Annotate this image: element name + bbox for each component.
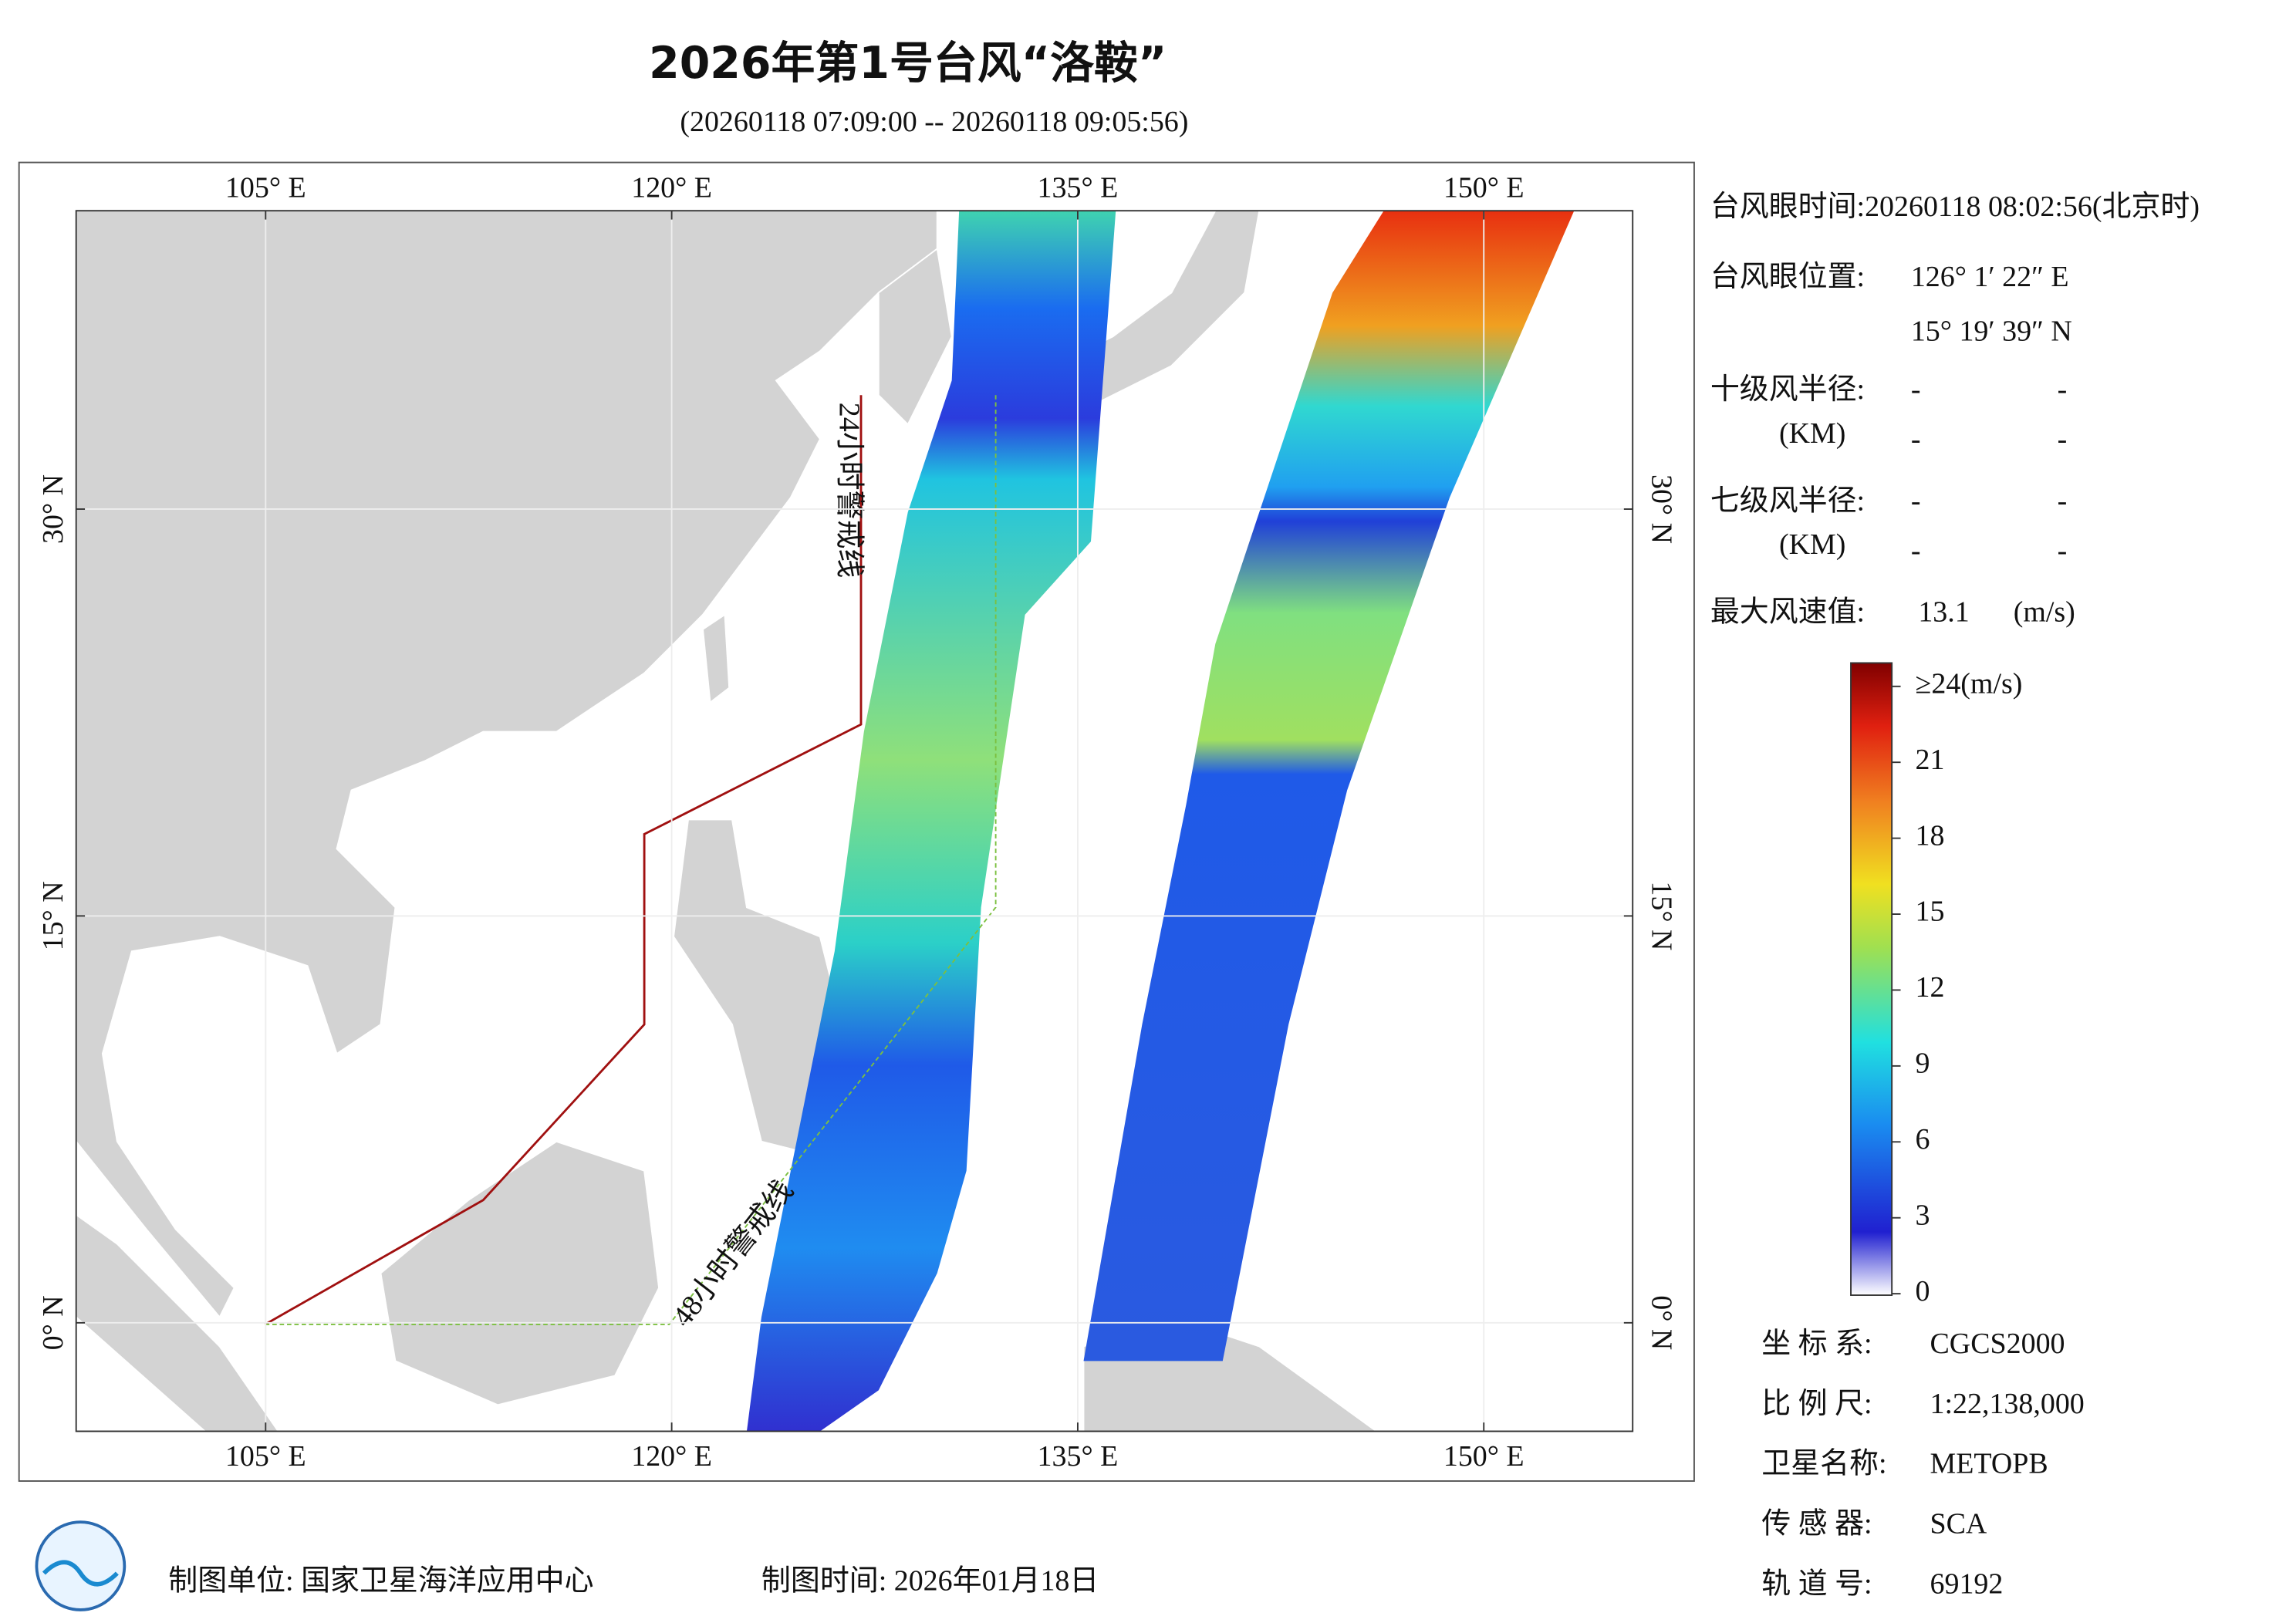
wind-swath bbox=[1083, 211, 1575, 1361]
info-value: - bbox=[1911, 373, 1921, 406]
info-text: 台风眼时间:20260118 08:02:56(北京时) bbox=[1710, 191, 2200, 223]
meta-label: 轨 道 号: bbox=[1761, 1567, 1872, 1600]
info-value: - bbox=[1911, 535, 1921, 567]
info-label: 十级风半径: bbox=[1710, 373, 1865, 406]
logo bbox=[35, 1520, 127, 1611]
meta-value: CGCS2000 bbox=[1930, 1328, 2065, 1360]
lon-label: 135° E bbox=[1038, 171, 1119, 204]
info-label: 七级风半径: bbox=[1710, 484, 1865, 517]
map-frame bbox=[18, 161, 1695, 1482]
info-value: - bbox=[2058, 373, 2068, 406]
info-value: 126° 1′ 22″ E bbox=[1911, 261, 2069, 293]
map-border bbox=[75, 210, 1634, 1432]
subtitle: (20260118 07:09:00 -- 20260118 09:05:56) bbox=[680, 106, 1188, 138]
lat-label: 15° N bbox=[1646, 881, 1678, 950]
meta-label: 坐 标 系: bbox=[1761, 1328, 1872, 1360]
lat-label: 30° N bbox=[1646, 474, 1678, 544]
colorbar-label: 9 bbox=[1916, 1048, 1930, 1080]
land bbox=[877, 247, 953, 426]
colorbar-label: 21 bbox=[1916, 744, 1945, 776]
meta-label: 比 例 尺: bbox=[1761, 1388, 1872, 1420]
info-value: - bbox=[2058, 535, 2068, 567]
warning-line-48h bbox=[265, 395, 997, 1325]
info-unit: (KM) bbox=[1779, 417, 1845, 450]
lat-label: 0° N bbox=[1646, 1295, 1678, 1350]
meta-label: 卫星名称: bbox=[1761, 1448, 1886, 1480]
colorbar-label: ≥24(m/s) bbox=[1916, 667, 2023, 700]
meta-value: 1:22,138,000 bbox=[1930, 1388, 2085, 1420]
colorbar-label: 6 bbox=[1916, 1123, 1930, 1156]
lon-label: 150° E bbox=[1443, 171, 1524, 204]
info-value: - bbox=[1911, 484, 1921, 517]
lon-label: 135° E bbox=[1038, 1440, 1119, 1473]
colorbar-label: 18 bbox=[1916, 819, 1945, 852]
lon-label: 105° E bbox=[225, 1440, 306, 1473]
info-value: 13.1 bbox=[1918, 596, 1969, 629]
colorbar-label: 15 bbox=[1916, 896, 1945, 928]
colorbar-label: 3 bbox=[1916, 1199, 1930, 1231]
lat-label: 0° N bbox=[37, 1295, 69, 1350]
land bbox=[380, 1140, 660, 1406]
colorbar bbox=[1850, 662, 1893, 1296]
lon-label: 150° E bbox=[1443, 1440, 1524, 1473]
info-value: - bbox=[2058, 423, 2068, 456]
lat-label: 15° N bbox=[37, 881, 69, 950]
info-unit: (m/s) bbox=[2014, 596, 2075, 629]
colorbar-label: 0 bbox=[1916, 1275, 1930, 1308]
info-value: - bbox=[1911, 423, 1921, 456]
footer-date: 制图时间: 2026年01月18日 bbox=[761, 1564, 1099, 1597]
colorbar-label: 12 bbox=[1916, 971, 1945, 1004]
warning-label: 24小时警戒线 bbox=[832, 403, 865, 579]
lon-label: 105° E bbox=[225, 171, 306, 204]
land bbox=[76, 211, 938, 1319]
meta-label: 传 感 器: bbox=[1761, 1507, 1872, 1540]
map-area: 24小时警戒线 48小时警戒线 bbox=[76, 211, 1633, 1432]
grid bbox=[76, 211, 1633, 1432]
meta-value: 69192 bbox=[1930, 1567, 2004, 1600]
footer-org: 制图单位: 国家卫星海洋应用中心 bbox=[168, 1564, 593, 1597]
warning-line-24h bbox=[264, 395, 863, 1326]
info-label: 台风眼位置: bbox=[1710, 261, 1865, 293]
meta-value: SCA bbox=[1930, 1507, 1987, 1540]
lat-label: 30° N bbox=[37, 474, 69, 544]
land bbox=[702, 613, 731, 704]
wind-swath bbox=[746, 211, 1116, 1432]
info-unit: (KM) bbox=[1779, 528, 1845, 561]
info-value: - bbox=[2058, 484, 2068, 517]
meta-value: METOPB bbox=[1930, 1448, 2048, 1480]
lon-label: 120° E bbox=[631, 1440, 712, 1473]
info-label: 最大风速值: bbox=[1710, 596, 1865, 629]
title: 2026年第1号台风“洛鞍” bbox=[649, 38, 1167, 89]
logo bbox=[42, 1560, 119, 1587]
info-value: 15° 19′ 39″ N bbox=[1911, 315, 2072, 347]
lon-label: 120° E bbox=[631, 171, 712, 204]
